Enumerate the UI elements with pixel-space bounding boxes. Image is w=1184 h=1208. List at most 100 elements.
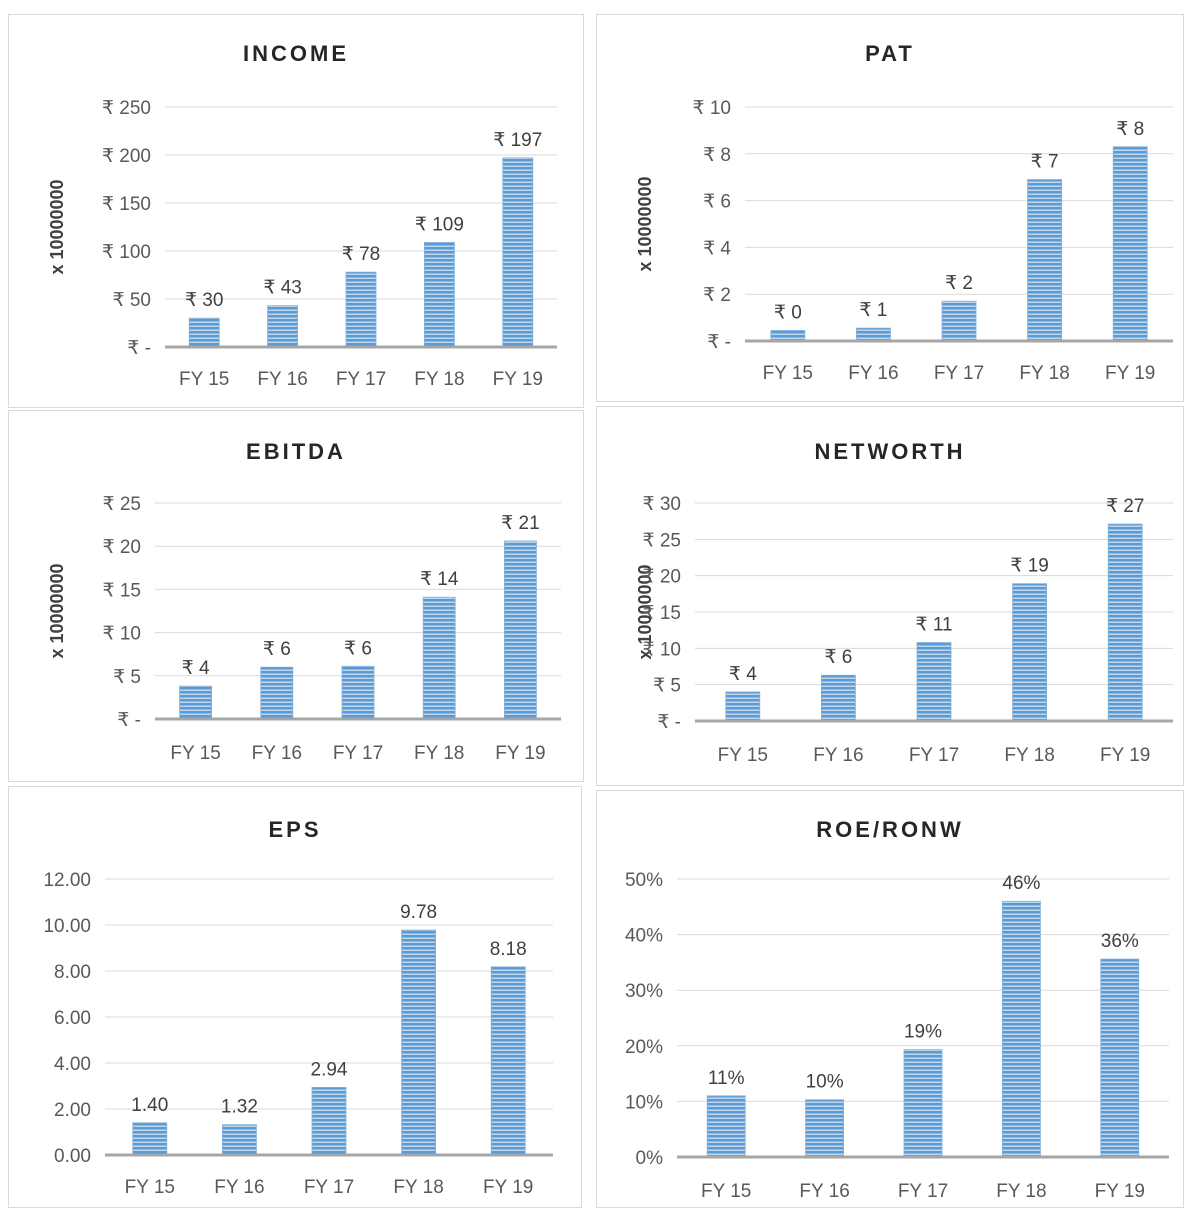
income-bar [267, 305, 299, 348]
eps-chart-panel: EPS 0.00 2.00 4.00 6.00 8.00 10.00 12.00 1.40 FY … [8, 786, 582, 1208]
pat-ytick: ₹ 4 [703, 238, 731, 259]
eps-category-label: FY 19 [483, 1177, 533, 1198]
income-title: INCOME [243, 41, 349, 66]
pat-category-label: FY 16 [848, 363, 898, 384]
eps-chart: EPS 0.00 2.00 4.00 6.00 8.00 10.00 12.00 1.40 FY … [43, 817, 553, 1198]
pat-bar [1112, 146, 1148, 342]
income-data-label: ₹ 78 [342, 244, 381, 265]
roe-bar [805, 1099, 845, 1158]
eps-data-label: 1.40 [131, 1095, 168, 1116]
ebitda-category-label: FY 15 [170, 743, 220, 764]
ebitda-ytick: ₹ 10 [102, 624, 141, 645]
eps-ytick: 4.00 [54, 1054, 91, 1075]
ebitda-ylabel: x 10000000 [47, 563, 67, 658]
income-ylabel: x 10000000 [47, 179, 67, 274]
eps-bar [132, 1122, 168, 1156]
networth-data-label: ₹ 27 [1106, 496, 1145, 517]
pat-chart-panel: PAT x 10000000 ₹ - ₹ 2 ₹ 4 ₹ 6 ₹ 8 ₹ 10 ₹ 0 FY 15… [596, 14, 1184, 402]
networth-ytick: ₹ 15 [642, 603, 681, 624]
networth-bar [1012, 583, 1048, 722]
pat-data-label: ₹ 8 [1116, 119, 1144, 140]
roe-ytick: 50% [625, 870, 663, 891]
roe-chart: ROE/RONW 0% 10% 20% 30% 40% 50% 11% FY 15 10% FY 1… [625, 817, 1169, 1202]
pat-ylabel: x 10000000 [635, 176, 655, 271]
eps-category-label: FY 18 [393, 1177, 443, 1198]
roe-category-label: FY 16 [799, 1181, 849, 1202]
roe-bar [1100, 958, 1140, 1158]
networth-title: NETWORTH [814, 439, 965, 464]
income-chart: INCOME x 10000000 ₹ - ₹ 50 ₹ 100 ₹ 150 ₹ 200 ₹ … [47, 41, 557, 390]
income-ytick: ₹ 250 [102, 98, 151, 119]
pat-data-label: ₹ 1 [859, 300, 887, 321]
income-ytick: ₹ 200 [102, 146, 151, 167]
ebitda-category-label: FY 19 [495, 743, 545, 764]
eps-ytick: 12.00 [43, 870, 91, 891]
roe-data-label: 10% [806, 1072, 844, 1093]
income-ytick: ₹ 100 [102, 242, 151, 263]
income-bar [345, 271, 377, 348]
ebitda-data-label: ₹ 4 [182, 658, 210, 679]
networth-category-label: FY 17 [909, 745, 959, 766]
roe-data-label: 19% [904, 1022, 942, 1043]
networth-chart: NETWORTH x 10000000 ₹ - ₹ 5 ₹ 10 ₹ 15 ₹ 20 ₹ 25… [635, 439, 1173, 766]
roe-bar [706, 1095, 746, 1158]
pat-data-label: ₹ 2 [945, 273, 973, 294]
networth-bar [725, 691, 761, 722]
networth-ytick: ₹ 30 [642, 494, 681, 515]
ebitda-ytick: ₹ 15 [102, 580, 141, 601]
income-data-label: ₹ 197 [493, 130, 542, 151]
pat-category-label: FY 15 [763, 363, 813, 384]
income-category-label: FY 16 [257, 369, 307, 390]
networth-category-label: FY 16 [813, 745, 863, 766]
networth-ytick: ₹ - [657, 712, 681, 733]
income-category-label: FY 18 [414, 369, 464, 390]
eps-ytick: 2.00 [54, 1100, 91, 1121]
networth-ytick: ₹ 5 [653, 676, 681, 697]
ebitda-ytick: ₹ 25 [102, 494, 141, 515]
ebitda-bar [503, 540, 537, 720]
networth-ylabel: x 10000000 [635, 564, 655, 659]
pat-ytick: ₹ - [707, 332, 731, 353]
income-bar [423, 241, 455, 348]
networth-data-label: ₹ 4 [729, 664, 757, 685]
pat-chart: PAT x 10000000 ₹ - ₹ 2 ₹ 4 ₹ 6 ₹ 8 ₹ 10 ₹ 0 FY 15… [635, 41, 1173, 384]
networth-category-label: FY 15 [718, 745, 768, 766]
networth-ytick: ₹ 10 [642, 639, 681, 660]
roe-data-label: 46% [1002, 873, 1040, 894]
eps-ytick: 6.00 [54, 1008, 91, 1029]
income-category-label: FY 17 [336, 369, 386, 390]
networth-ytick: ₹ 25 [642, 530, 681, 551]
pat-ytick: ₹ 2 [703, 285, 731, 306]
pat-data-label: ₹ 0 [774, 302, 802, 323]
ebitda-chart-panel: EBITDA x 10000000 ₹ - ₹ 5 ₹ 10 ₹ 15 ₹ 20 ₹ 25 ₹ … [8, 410, 584, 782]
eps-bar [401, 929, 437, 1156]
roe-category-label: FY 17 [898, 1181, 948, 1202]
roe-ytick: 30% [625, 981, 663, 1002]
ebitda-data-label: ₹ 21 [501, 513, 540, 534]
ebitda-ytick: ₹ 20 [102, 537, 141, 558]
eps-data-label: 8.18 [490, 939, 527, 960]
roe-bar [903, 1049, 943, 1158]
eps-bar [221, 1124, 257, 1156]
networth-category-label: FY 18 [1004, 745, 1054, 766]
roe-data-label: 11% [708, 1068, 745, 1089]
networth-chart-panel: NETWORTH x 10000000 ₹ - ₹ 5 ₹ 10 ₹ 15 ₹ 20 ₹ 25… [596, 406, 1184, 786]
networth-data-label: ₹ 11 [915, 615, 952, 636]
networth-data-label: ₹ 19 [1010, 556, 1049, 577]
networth-bar [1107, 523, 1143, 722]
ebitda-data-label: ₹ 14 [420, 569, 459, 590]
income-category-label: FY 19 [493, 369, 543, 390]
ebitda-bar [260, 666, 294, 720]
networth-category-label: FY 19 [1100, 745, 1150, 766]
eps-category-label: FY 16 [214, 1177, 264, 1198]
eps-data-label: 2.94 [311, 1059, 348, 1080]
ebitda-chart: EBITDA x 10000000 ₹ - ₹ 5 ₹ 10 ₹ 15 ₹ 20 ₹ 25 ₹ … [47, 439, 561, 764]
eps-bar [311, 1086, 347, 1156]
eps-ytick: 0.00 [54, 1146, 91, 1167]
roe-ytick: 10% [625, 1092, 663, 1113]
income-chart-panel: INCOME x 10000000 ₹ - ₹ 50 ₹ 100 ₹ 150 ₹ 200 ₹ … [8, 14, 584, 408]
income-ytick: ₹ - [127, 338, 151, 359]
eps-title: EPS [268, 817, 321, 842]
pat-bar [855, 327, 891, 342]
roe-ytick: 40% [625, 926, 663, 947]
